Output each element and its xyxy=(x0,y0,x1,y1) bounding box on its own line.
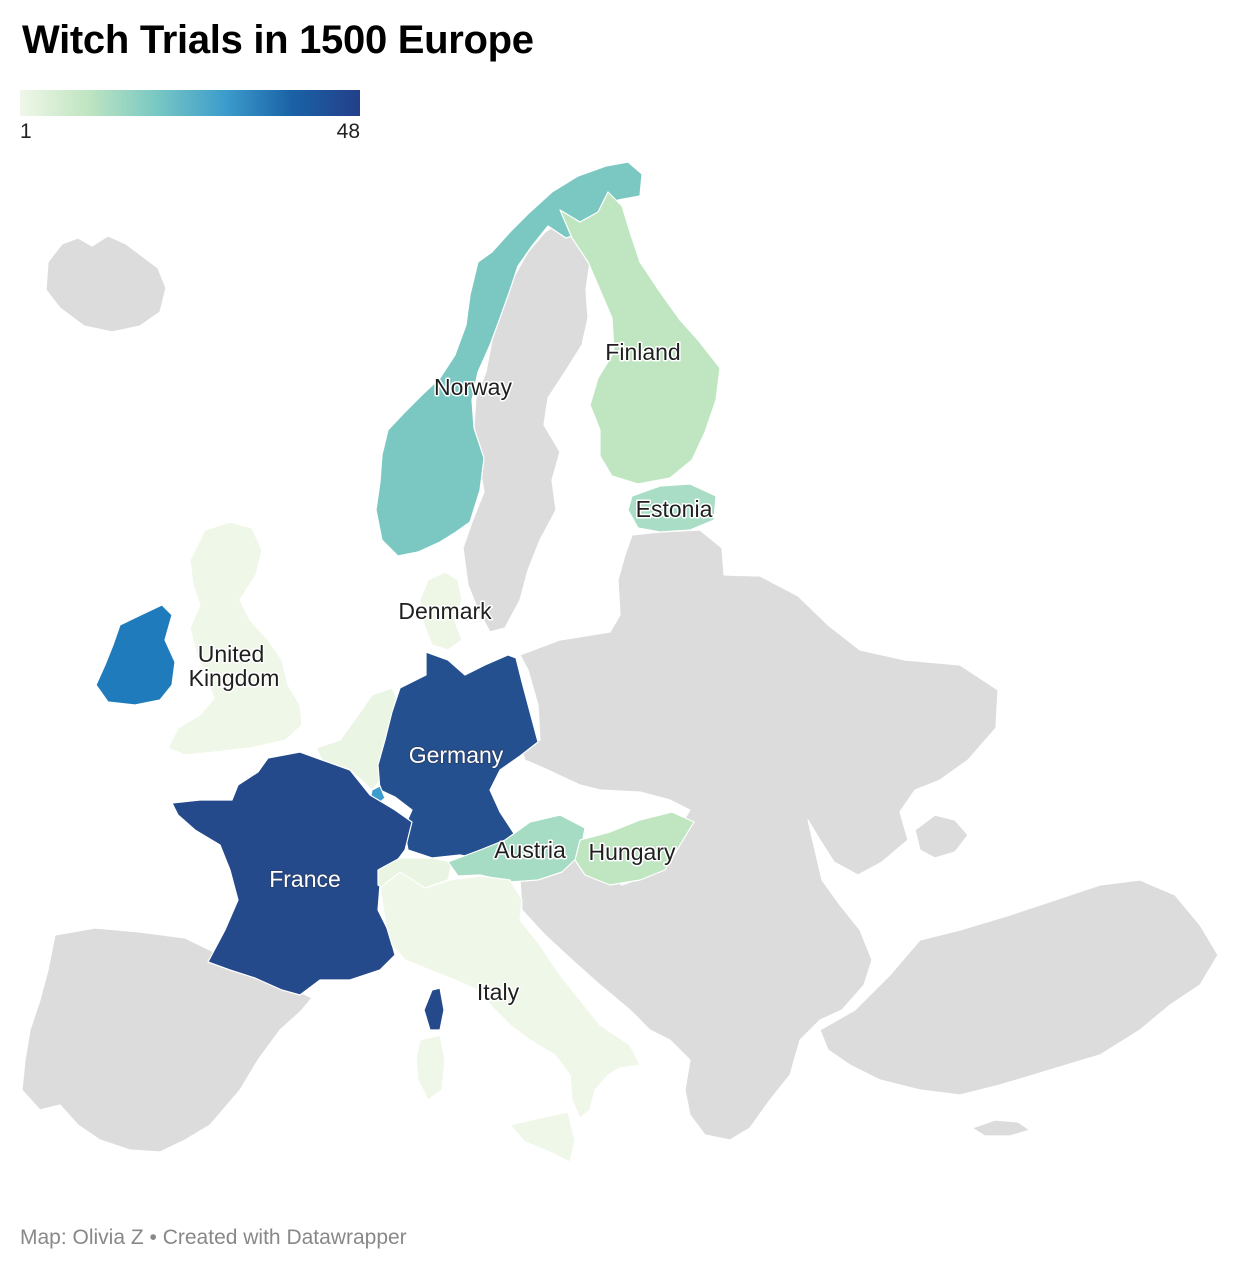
turkey[interactable] xyxy=(819,879,1219,1096)
germany[interactable] xyxy=(377,651,539,861)
france[interactable] xyxy=(171,751,413,996)
sardinia[interactable] xyxy=(415,1034,446,1101)
legend-max-label: 48 xyxy=(336,120,360,143)
label-uk-line2: Kingdom xyxy=(189,665,280,691)
label-austria: Austria xyxy=(494,837,566,863)
corsica[interactable] xyxy=(423,987,445,1031)
label-norway: Norway xyxy=(434,374,512,400)
ireland[interactable] xyxy=(95,604,176,706)
label-italy: Italy xyxy=(477,979,520,1005)
crimea[interactable] xyxy=(914,814,969,859)
norway[interactable] xyxy=(375,161,643,557)
label-hungary: Hungary xyxy=(589,839,676,865)
iceland[interactable] xyxy=(45,235,167,333)
label-uk-line1: United xyxy=(198,641,264,667)
footer-credit: Map: Olivia Z • Created with Datawrapper xyxy=(20,1226,407,1249)
italy[interactable] xyxy=(379,871,641,1119)
label-france: France xyxy=(269,866,341,892)
sicily[interactable] xyxy=(509,1111,576,1163)
denmark[interactable] xyxy=(419,571,463,651)
sweden[interactable] xyxy=(462,221,591,633)
uk[interactable] xyxy=(167,521,303,756)
color-legend: 1 48 xyxy=(20,90,360,143)
hungary[interactable] xyxy=(574,811,695,886)
finland[interactable] xyxy=(559,191,721,485)
legend-min-label: 1 xyxy=(20,120,32,143)
label-finland: Finland xyxy=(605,339,680,365)
chart-title: Witch Trials in 1500 Europe xyxy=(22,18,534,62)
legend-gradient-bar xyxy=(20,90,360,116)
label-estonia: Estonia xyxy=(636,496,713,522)
estonia[interactable] xyxy=(627,483,717,533)
eastern-europe[interactable] xyxy=(519,529,999,1141)
crete[interactable] xyxy=(971,1119,1031,1137)
label-denmark: Denmark xyxy=(398,598,492,624)
label-germany: Germany xyxy=(409,742,504,768)
